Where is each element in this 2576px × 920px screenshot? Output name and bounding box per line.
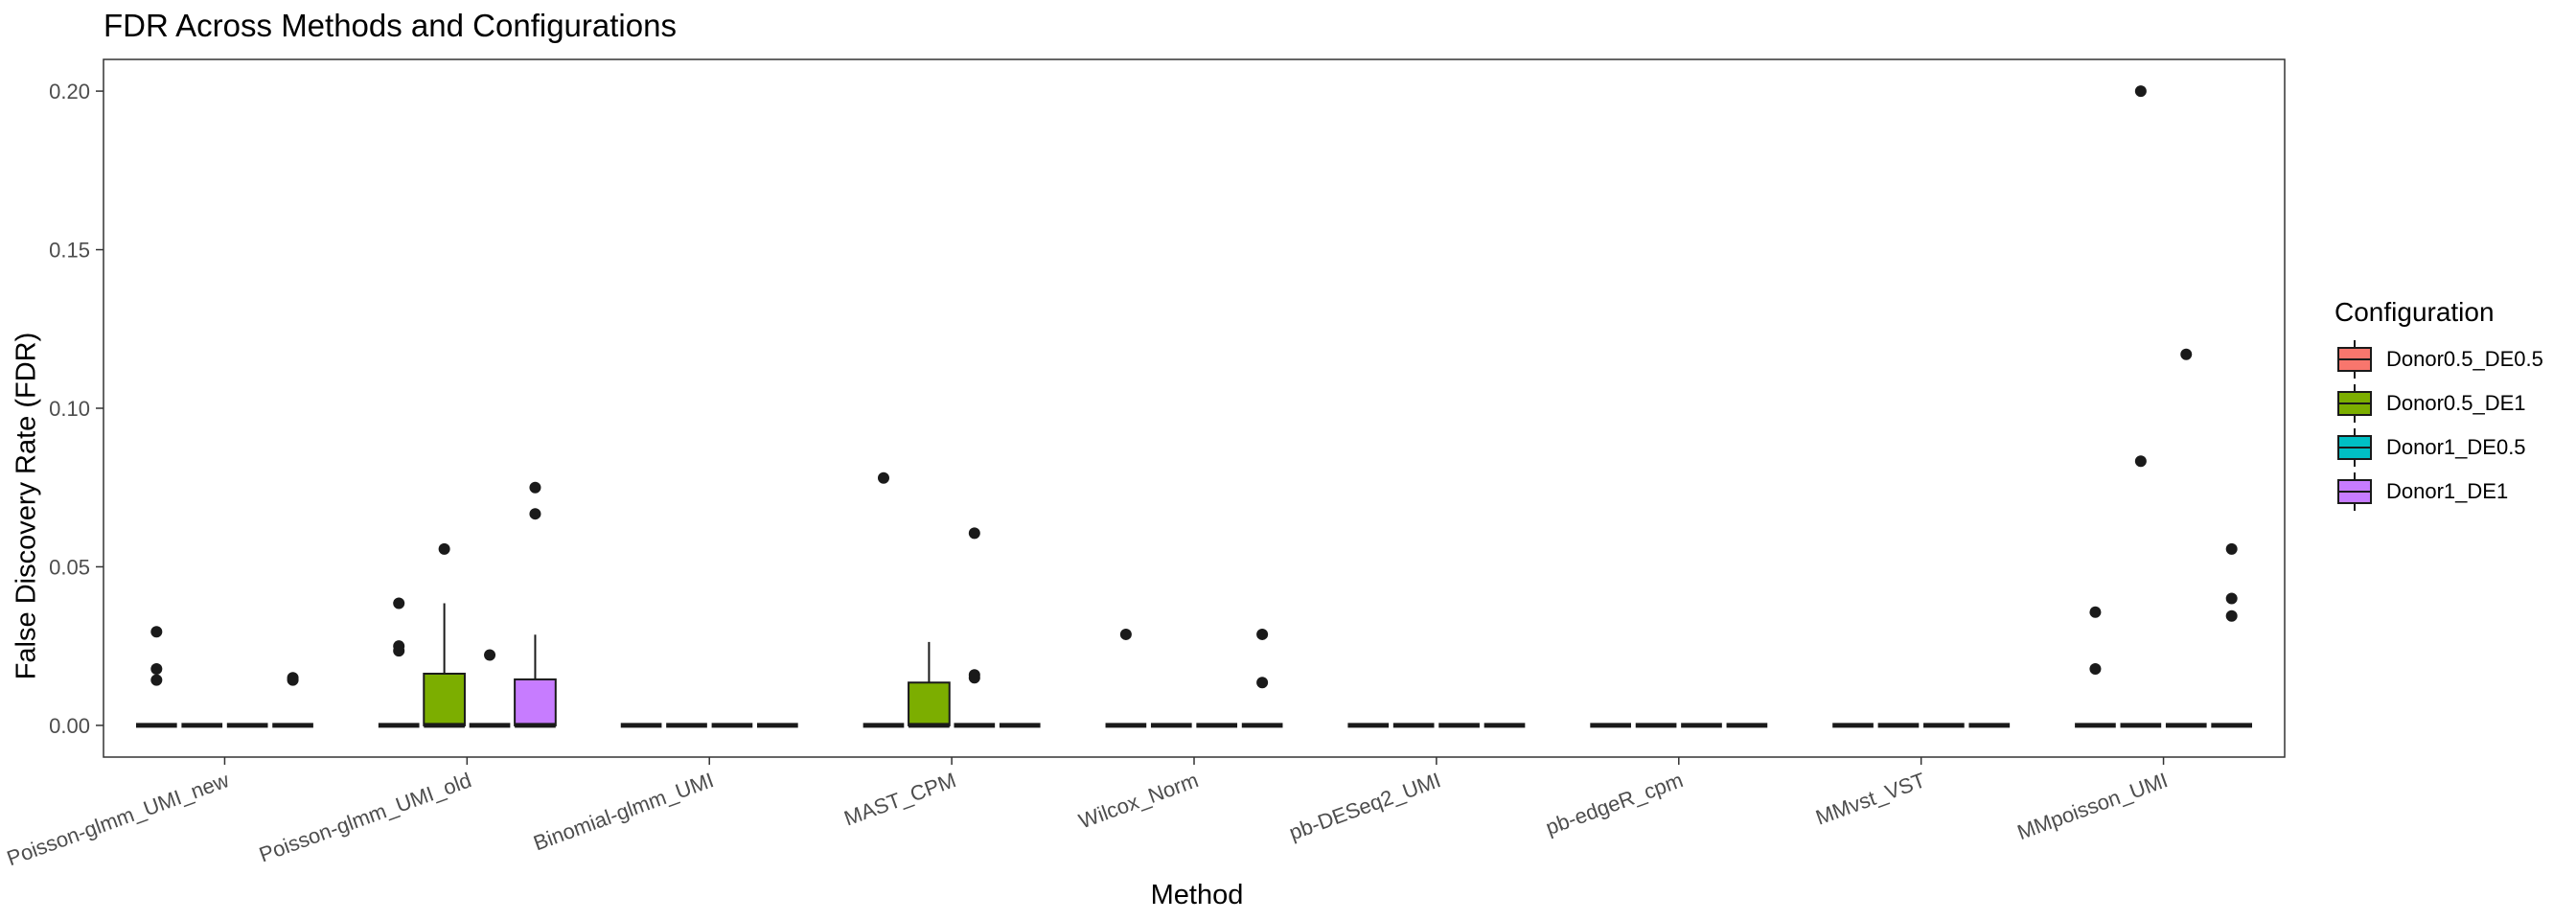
y-tick-label: 0.00: [49, 714, 90, 738]
legend-label: Donor1_DE1: [2386, 479, 2509, 503]
outlier-point: [2089, 663, 2102, 676]
legend-key: [2337, 428, 2372, 467]
x-tick-label: Wilcox_Norm: [1075, 768, 1201, 833]
legend-item: Donor1_DE0.5: [2334, 426, 2543, 470]
x-tick-label: Poisson-glmm_UMI_new: [4, 768, 232, 870]
outlier-point: [968, 527, 980, 540]
legend-label: Donor0.5_DE1: [2386, 391, 2526, 415]
outlier-point: [150, 626, 163, 638]
outlier-point: [150, 674, 163, 686]
outlier-point: [2134, 85, 2147, 98]
y-tick-label: 0.15: [49, 239, 90, 263]
box: [908, 681, 951, 726]
outlier-point: [150, 663, 163, 676]
legend-key: [2337, 472, 2372, 511]
legend-item: Donor0.5_DE1: [2334, 381, 2543, 426]
outlier-point: [2225, 610, 2238, 622]
x-tick-label: MMvst_VST: [1812, 768, 1928, 829]
x-tick-label: Binomial-glmm_UMI: [530, 768, 717, 855]
outlier-point: [2134, 455, 2147, 468]
outlier-point: [1119, 628, 1132, 640]
outlier-point: [877, 472, 889, 484]
legend-key: [2337, 384, 2372, 423]
outlier-point: [438, 542, 450, 555]
legend-item: Donor1_DE1: [2334, 470, 2543, 514]
outlier-point: [2089, 606, 2102, 618]
legend: Configuration Donor0.5_DE0.5 Donor0.5_DE1…: [2334, 297, 2543, 514]
outlier-point: [1256, 677, 1269, 689]
x-axis-label: Method: [1150, 880, 1244, 910]
outlier-point: [1256, 628, 1269, 640]
x-tick-label: Poisson-glmm_UMI_old: [256, 768, 474, 866]
legend-item: Donor0.5_DE0.5: [2334, 337, 2543, 381]
plot-panel-border: [103, 58, 2286, 758]
outlier-point: [393, 645, 405, 657]
outlier-point: [2180, 348, 2193, 360]
legend-label: Donor0.5_DE0.5: [2386, 347, 2543, 371]
legend-items: Donor0.5_DE0.5 Donor0.5_DE1 Donor1_DE0.5 Do…: [2334, 337, 2543, 514]
x-tick-label: MMpoisson_UMI: [2014, 768, 2172, 844]
outlier-point: [287, 674, 299, 686]
y-tick-label: 0.10: [49, 397, 90, 421]
x-tick-label: pb-edgeR_cpm: [1543, 768, 1687, 840]
outlier-point: [2225, 592, 2238, 605]
x-tick-label: pb-DESeq2_UMI: [1286, 768, 1444, 844]
legend-key: [2337, 340, 2372, 379]
outlier-point: [529, 508, 541, 520]
legend-label: Donor1_DE0.5: [2386, 435, 2526, 459]
box: [423, 672, 466, 726]
y-tick-label: 0.05: [49, 555, 90, 579]
outlier-point: [529, 481, 541, 494]
chart-title: FDR Across Methods and Configurations: [104, 8, 677, 43]
outlier-point: [2225, 542, 2238, 555]
x-tick-label: MAST_CPM: [840, 768, 958, 830]
y-tick-label: 0.20: [49, 80, 90, 104]
outlier-point: [968, 672, 980, 684]
outlier-point: [484, 649, 496, 661]
legend-title: Configuration: [2334, 297, 2495, 327]
box: [514, 678, 557, 726]
outlier-point: [393, 597, 405, 610]
